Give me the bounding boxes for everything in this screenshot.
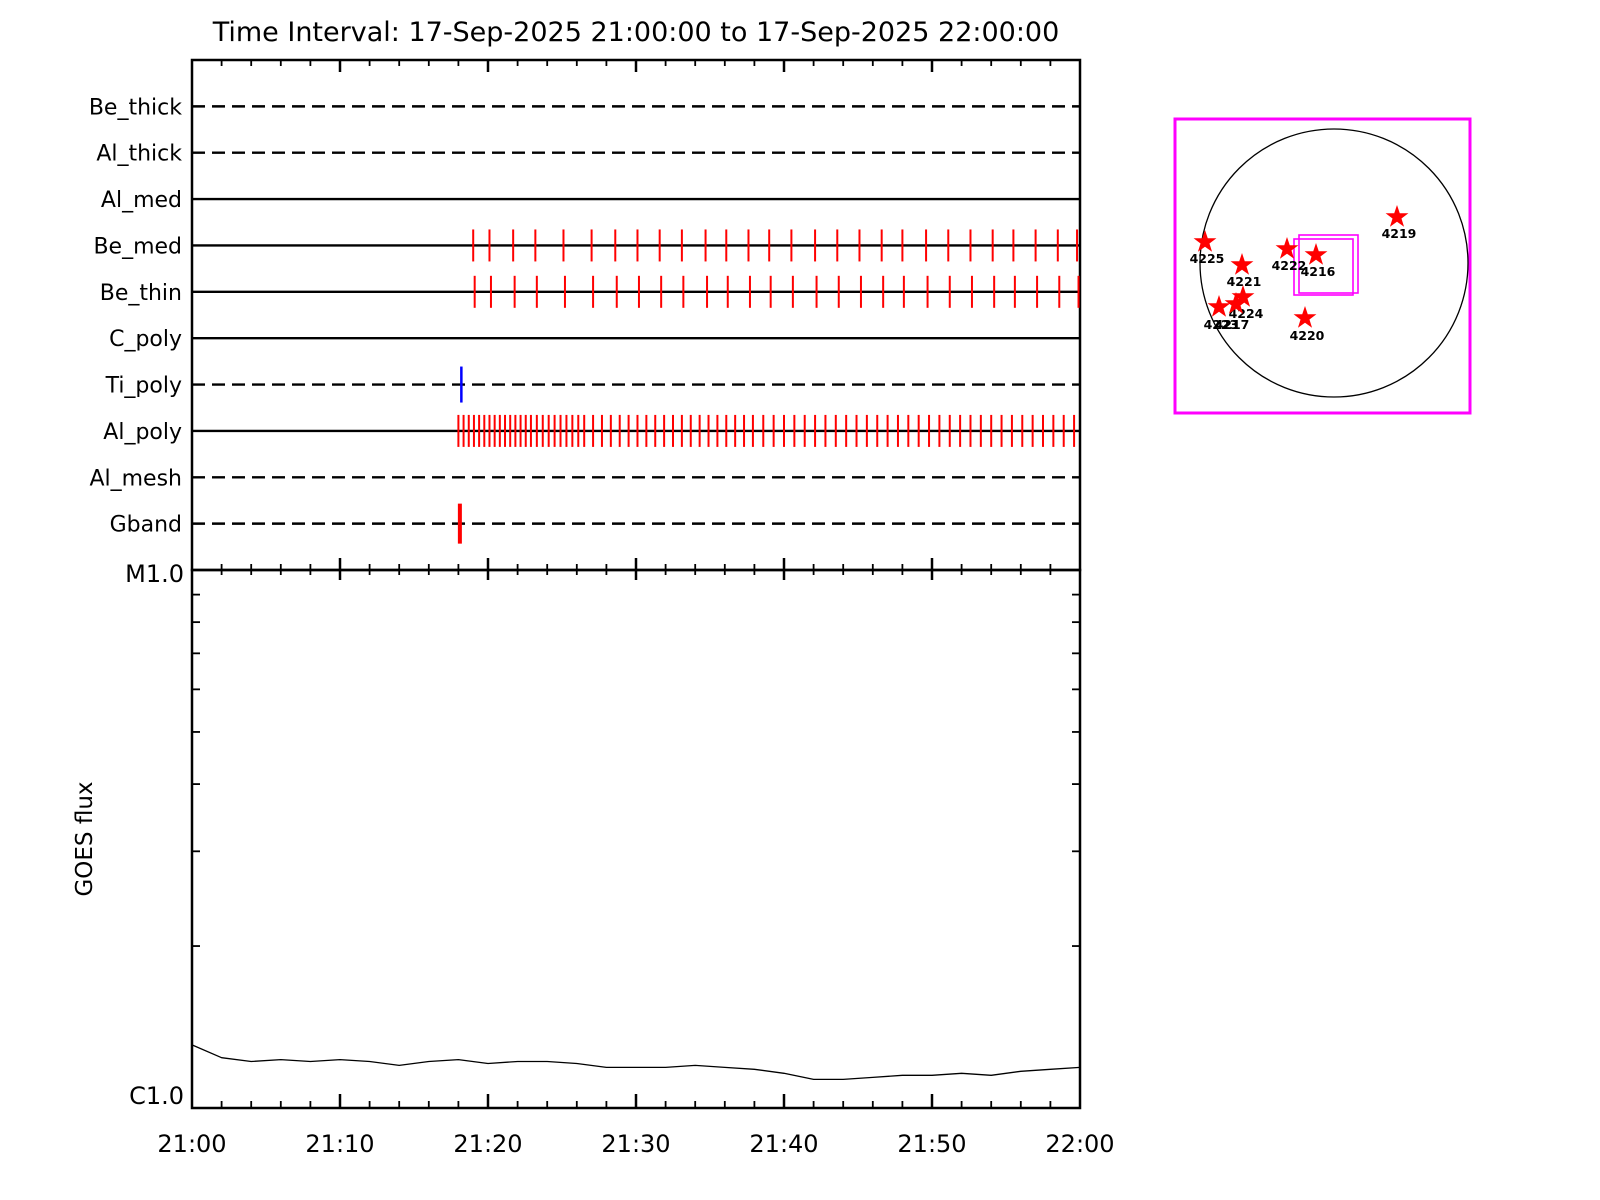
active-region-4219: 4219 [1382,205,1417,241]
x-axis-label: 21:30 [601,1130,670,1158]
active-region-label: 4222 [1272,258,1307,273]
filter-row-Al_med: Al_med [101,188,1080,213]
fov-box [1298,234,1359,294]
active-region-4216: 4216 [1301,243,1336,279]
filter-label-Be_med: Be_med [93,234,182,259]
active-region-star [1207,295,1231,317]
active-region-4222: 4222 [1272,237,1307,273]
goes-ylabel: GOES flux [72,781,98,896]
active-region-4221: 4221 [1227,253,1262,289]
active-region-star [1385,205,1409,227]
filter-row-Be_thick: Be_thick [89,95,1080,120]
filter-label-Al_mesh: Al_mesh [89,466,182,491]
filter-label-Be_thick: Be_thick [89,95,182,120]
filter-label-Be_thin: Be_thin [100,281,182,306]
active-region-4220: 4220 [1290,306,1325,343]
filter-label-Al_med: Al_med [101,188,182,213]
active-region-label: 4223 [1204,317,1239,332]
filter-label-Al_poly: Al_poly [103,420,182,445]
goes-frame [190,568,1082,1110]
filter-label-Ti_poly: Ti_poly [105,374,182,399]
active-region-4217: 4217 [1215,292,1250,332]
filter-label-Gband: Gband [110,513,182,538]
active-region-label: 4221 [1227,274,1262,289]
active-region-label: 4219 [1382,226,1417,241]
active-region-label: 4224 [1229,306,1264,321]
filter-row-Al_thick: Al_thick [96,142,1080,167]
filter-row-Al_mesh: Al_mesh [89,466,1080,491]
filter-row-Ti_poly: Ti_poly [105,366,1080,403]
filter-row-C_poly: C_poly [109,327,1080,352]
filter-row-Al_poly: Al_poly [103,414,1080,447]
active-region-star [1275,237,1299,259]
filter-row-Be_med: Be_med [93,229,1080,262]
filter-label-C_poly: C_poly [109,327,182,352]
active-region-star [1193,230,1217,252]
active-region-label: 4217 [1215,317,1250,332]
x-axis-label: 21:00 [157,1130,226,1158]
solar-limb-circle [1199,128,1469,398]
active-region-label: 4225 [1190,251,1225,266]
filter-timeline-panel: Be_thick Al_thick Al_med Be_med Be_thin C_pol… [89,58,1082,1108]
active-region-star [1293,306,1317,328]
active-region-star [1231,285,1255,307]
active-region-4224: 4224 [1229,285,1264,321]
filter-label-Al_thick: Al_thick [96,142,182,167]
inset-border [1173,117,1472,415]
x-axis-label: 21:20 [453,1130,522,1158]
goes-ymin-label: C1.0 [129,1082,184,1110]
active-region-star [1230,253,1254,275]
filter-row-Be_thin: Be_thin [100,275,1080,308]
goes-flux-curve [191,1044,1081,1081]
goes-flux-panel: M1.0 C1.0 GOES flux 21:00 21:10 21:20 21:30 21:… [72,560,1115,1158]
active-region-star [1224,292,1248,314]
timeline-frame [190,58,1082,572]
active-region-label: 4216 [1301,264,1336,279]
x-axis-label: 21:10 [305,1130,374,1158]
goes-ymax-label: M1.0 [125,560,184,588]
active-region-4225: 4225 [1190,230,1225,266]
active-region-4223: 4223 [1204,295,1239,332]
x-axis-label: 21:40 [749,1130,818,1158]
filter-row-Gband: Gband [110,503,1080,544]
x-axis-label: 21:50 [897,1130,966,1158]
page-title: Time Interval: 17-Sep-2025 21:00:00 to 1… [212,17,1060,48]
active-region-label: 4220 [1290,328,1325,343]
active-region-star [1304,243,1328,265]
x-axis-label: 22:00 [1045,1130,1114,1158]
fov-box [1293,238,1354,296]
